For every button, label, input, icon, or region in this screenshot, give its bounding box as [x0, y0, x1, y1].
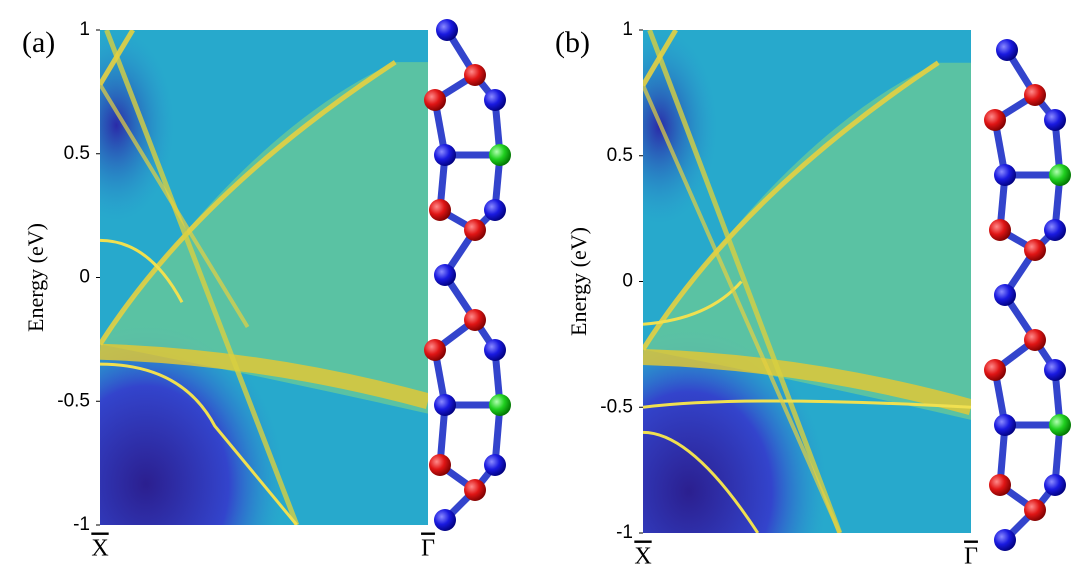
atom: [429, 454, 451, 476]
band: [643, 348, 971, 415]
atom: [484, 89, 506, 111]
atom: [984, 109, 1006, 131]
x-tick-label: X: [634, 544, 651, 570]
x-tick-label: X: [91, 536, 108, 562]
atom: [484, 454, 506, 476]
atom: [989, 474, 1011, 496]
atom: [1044, 109, 1066, 131]
atom: [424, 339, 446, 361]
atom: [1024, 329, 1046, 351]
y-tick-label: 0.5: [607, 145, 633, 166]
band: [100, 83, 250, 329]
band: [104, 30, 300, 525]
atom: [1044, 359, 1066, 381]
band: [100, 60, 397, 346]
spectral-map: [643, 30, 971, 533]
atom: [1049, 164, 1071, 186]
band: [643, 30, 678, 87]
y-tick-label: -1: [616, 522, 633, 543]
y-tick-label: 0: [622, 271, 633, 292]
y-tick-label: -0.5: [57, 390, 90, 411]
atom: [436, 19, 458, 41]
band: [100, 238, 184, 303]
atom: [484, 199, 506, 221]
band: [100, 30, 135, 86]
band: [100, 362, 298, 525]
atom: [994, 414, 1016, 436]
atom: [996, 39, 1018, 61]
x-tick-label: Γ: [421, 536, 435, 562]
y-axis-label: Energy (eV): [23, 223, 48, 332]
atom: [1024, 499, 1046, 521]
y-tick-label: 1: [622, 19, 633, 40]
atom: [1024, 239, 1046, 261]
atom: [464, 309, 486, 331]
spectral-map: [100, 30, 428, 525]
panel: (a) Energy (eV) -1 -0.5 0 0.5 1 X Γ: [22, 19, 511, 562]
atom: [464, 479, 486, 501]
atom: [484, 339, 506, 361]
atom: [464, 64, 486, 86]
atom: [489, 394, 511, 416]
y-tick-label: 0.5: [64, 143, 90, 164]
atom: [989, 219, 1011, 241]
band: [647, 30, 843, 533]
atom: [489, 144, 511, 166]
y-tick-label: -1: [73, 514, 90, 535]
band: [643, 84, 842, 533]
atom: [994, 529, 1016, 551]
atom: [1044, 474, 1066, 496]
panel: (b) Energy (eV) -1 -0.5 0 0.5 1 X Γ: [555, 19, 1071, 570]
atom: [1049, 414, 1071, 436]
y-tick-label: 1: [79, 19, 90, 40]
atom: [464, 219, 486, 241]
panel-label: (b): [555, 26, 590, 59]
atom: [434, 144, 456, 166]
atom: [434, 509, 456, 531]
x-tick-label: Γ: [964, 544, 978, 570]
atom: [1024, 84, 1046, 106]
band: [643, 60, 940, 351]
atom: [434, 264, 456, 286]
y-axis-label: Energy (eV): [566, 227, 591, 336]
panel-label: (a): [22, 26, 55, 59]
y-tick-label: 0: [79, 267, 90, 288]
atom: [994, 164, 1016, 186]
band: [643, 430, 760, 533]
band: [100, 343, 428, 409]
band: [643, 399, 971, 409]
atom: [434, 394, 456, 416]
atom: [1044, 219, 1066, 241]
atom: [994, 284, 1016, 306]
bulk-cone: [100, 62, 428, 414]
atom: [424, 89, 446, 111]
y-tick-label: -0.5: [600, 396, 633, 417]
atom: [429, 199, 451, 221]
bulk-cone: [643, 62, 971, 420]
atom: [984, 359, 1006, 381]
